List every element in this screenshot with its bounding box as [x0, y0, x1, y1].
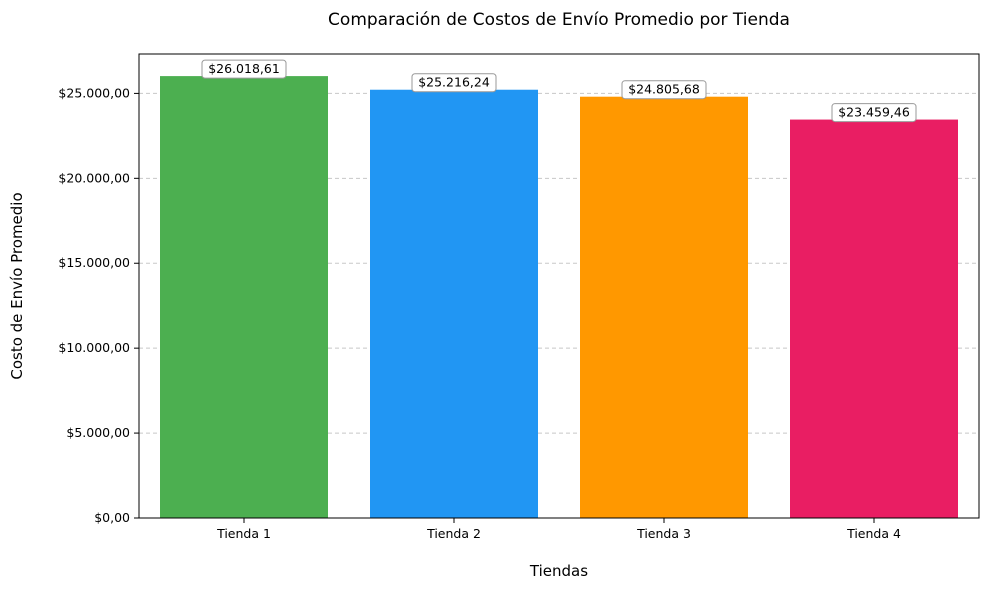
x-axis: Tienda 1 Tienda 2 Tienda 3 Tienda 4: [216, 518, 901, 541]
data-label: $26.018,61: [208, 61, 280, 76]
bar: [790, 119, 958, 518]
x-tick-label: Tienda 4: [846, 526, 901, 541]
y-tick-label: $25.000,00: [58, 85, 130, 100]
bar: [370, 89, 538, 518]
data-label-box: [831, 103, 917, 123]
y-axis: $0,00 $5.000,00 $10.000,00 $15.000,00 $20.00…: [58, 85, 139, 525]
x-tick-label: Tienda 3: [636, 526, 691, 541]
bars: [160, 76, 958, 519]
data-label: $25.216,24: [418, 75, 490, 90]
y-tick-label: $10.000,00: [58, 340, 130, 355]
x-axis-label: Tiendas: [529, 562, 588, 580]
y-axis-label: Costo de Envío Promedio: [8, 192, 26, 379]
x-tick-label: Tienda 2: [426, 526, 481, 541]
data-label-box: [411, 73, 497, 93]
bar: [580, 96, 748, 519]
y-tick-label: $0,00: [94, 510, 130, 525]
data-label: $23.459,46: [838, 105, 910, 120]
data-label-box: [201, 59, 287, 79]
plot-frame: [138, 53, 980, 519]
data-label: $24.805,68: [628, 82, 700, 97]
y-tick-label: $15.000,00: [58, 255, 130, 270]
data-label-box: [621, 80, 707, 100]
y-tick-label: $5.000,00: [66, 425, 130, 440]
bar: [160, 76, 328, 519]
y-tick-label: $20.000,00: [58, 170, 130, 185]
chart-title: Comparación de Costos de Envío Promedio …: [328, 10, 790, 30]
x-tick-label: Tienda 1: [216, 526, 271, 541]
data-labels: $26.018,61 $25.216,24 $24.805,68 $23.459,46: [201, 59, 917, 123]
